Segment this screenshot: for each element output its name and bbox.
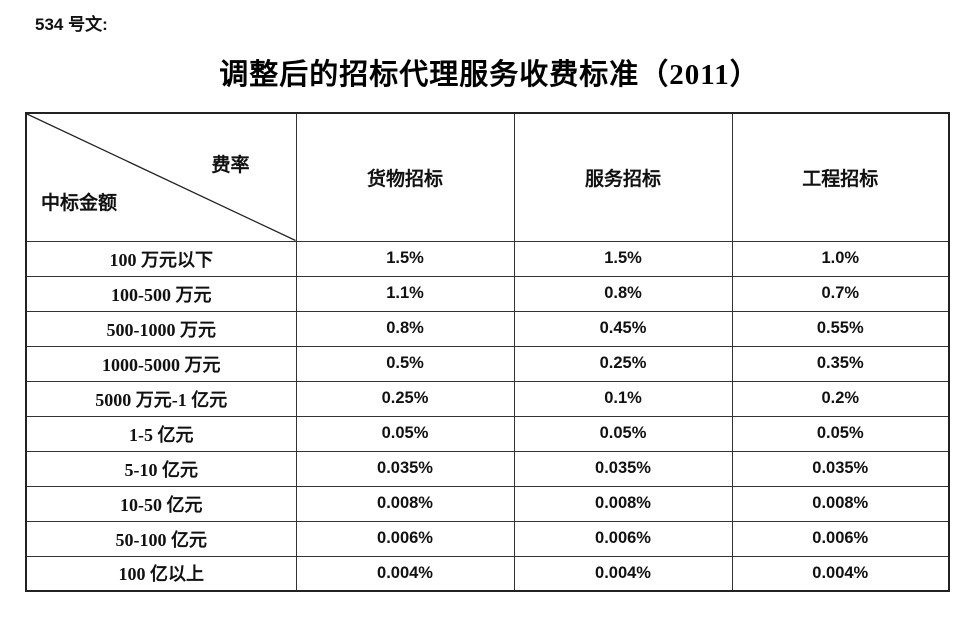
column-header-works-tender: 工程招标 — [731, 112, 950, 242]
table-row: 5-10 亿元 0.035% 0.035% 0.035% — [25, 450, 950, 487]
cell-service-rate: 0.008% — [513, 485, 733, 522]
table-row: 1-5 亿元 0.05% 0.05% 0.05% — [25, 415, 950, 452]
cell-works-rate: 0.006% — [731, 520, 950, 557]
table-row: 100-500 万元 1.1% 0.8% 0.7% — [25, 275, 950, 312]
table-row: 100 亿以上 0.004% 0.004% 0.004% — [25, 555, 950, 592]
row-label-amount-bracket: 1-5 亿元 — [25, 415, 297, 452]
row-label-amount-bracket: 5000 万元-1 亿元 — [25, 380, 297, 417]
diagonal-header-cell: 费率 中标金额 — [25, 112, 297, 242]
page-title: 调整后的招标代理服务收费标准（2011） — [219, 59, 760, 91]
cell-goods-rate: 0.004% — [295, 555, 515, 592]
cell-works-rate: 0.035% — [731, 450, 950, 487]
document-page: 534 号文: 调整后的招标代理服务收费标准（2011） 费率 中标金额 货物招… — [25, 15, 950, 592]
row-label-amount-bracket: 5-10 亿元 — [25, 450, 297, 487]
fee-table-body: 100 万元以下 1.5% 1.5% 1.0% 100-500 万元 1.1% … — [25, 240, 950, 592]
cell-goods-rate: 1.1% — [295, 275, 515, 312]
table-row: 5000 万元-1 亿元 0.25% 0.1% 0.2% — [25, 380, 950, 417]
cell-works-rate: 0.2% — [731, 380, 950, 417]
cell-goods-rate: 0.5% — [295, 345, 515, 382]
column-header-service-tender: 服务招标 — [513, 112, 733, 242]
row-label-amount-bracket: 50-100 亿元 — [25, 520, 297, 557]
row-label-amount-bracket: 500-1000 万元 — [25, 310, 297, 347]
cell-works-rate: 0.35% — [731, 345, 950, 382]
row-label-amount-bracket: 1000-5000 万元 — [25, 345, 297, 382]
cell-goods-rate: 1.5% — [295, 240, 515, 277]
cell-goods-rate: 0.006% — [295, 520, 515, 557]
cell-service-rate: 0.8% — [513, 275, 733, 312]
cell-works-rate: 0.004% — [731, 555, 950, 592]
fee-standard-table: 费率 中标金额 货物招标 服务招标 工程招标 100 万元以下 1.5% 1.5… — [25, 112, 950, 592]
cell-goods-rate: 0.035% — [295, 450, 515, 487]
cell-works-rate: 0.7% — [731, 275, 950, 312]
row-label-amount-bracket: 100 万元以下 — [25, 240, 297, 277]
cell-service-rate: 0.1% — [513, 380, 733, 417]
cell-goods-rate: 0.8% — [295, 310, 515, 347]
cell-works-rate: 1.0% — [731, 240, 950, 277]
column-header-goods-tender: 货物招标 — [295, 112, 515, 242]
cell-service-rate: 0.45% — [513, 310, 733, 347]
doc-number-label: 534 号文: — [35, 15, 108, 34]
cell-goods-rate: 0.05% — [295, 415, 515, 452]
table-row: 500-1000 万元 0.8% 0.45% 0.55% — [25, 310, 950, 347]
table-row: 10-50 亿元 0.008% 0.008% 0.008% — [25, 485, 950, 522]
table-row: 100 万元以下 1.5% 1.5% 1.0% — [25, 240, 950, 277]
diagonal-divider-line — [27, 114, 296, 241]
cell-works-rate: 0.55% — [731, 310, 950, 347]
table-row: 1000-5000 万元 0.5% 0.25% 0.35% — [25, 345, 950, 382]
cell-works-rate: 0.05% — [731, 415, 950, 452]
corner-label-rate: 费率 — [211, 155, 250, 176]
row-label-amount-bracket: 10-50 亿元 — [25, 485, 297, 522]
cell-service-rate: 0.25% — [513, 345, 733, 382]
cell-works-rate: 0.008% — [731, 485, 950, 522]
cell-service-rate: 1.5% — [513, 240, 733, 277]
cell-service-rate: 0.035% — [513, 450, 733, 487]
header-row: 费率 中标金额 货物招标 服务招标 工程招标 — [25, 112, 950, 242]
cell-goods-rate: 0.008% — [295, 485, 515, 522]
cell-service-rate: 0.004% — [513, 555, 733, 592]
cell-service-rate: 0.006% — [513, 520, 733, 557]
table-row: 50-100 亿元 0.006% 0.006% 0.006% — [25, 520, 950, 557]
cell-service-rate: 0.05% — [513, 415, 733, 452]
cell-goods-rate: 0.25% — [295, 380, 515, 417]
row-label-amount-bracket: 100 亿以上 — [25, 555, 297, 592]
corner-label-award-amount: 中标金额 — [41, 192, 118, 214]
row-label-amount-bracket: 100-500 万元 — [25, 275, 297, 312]
